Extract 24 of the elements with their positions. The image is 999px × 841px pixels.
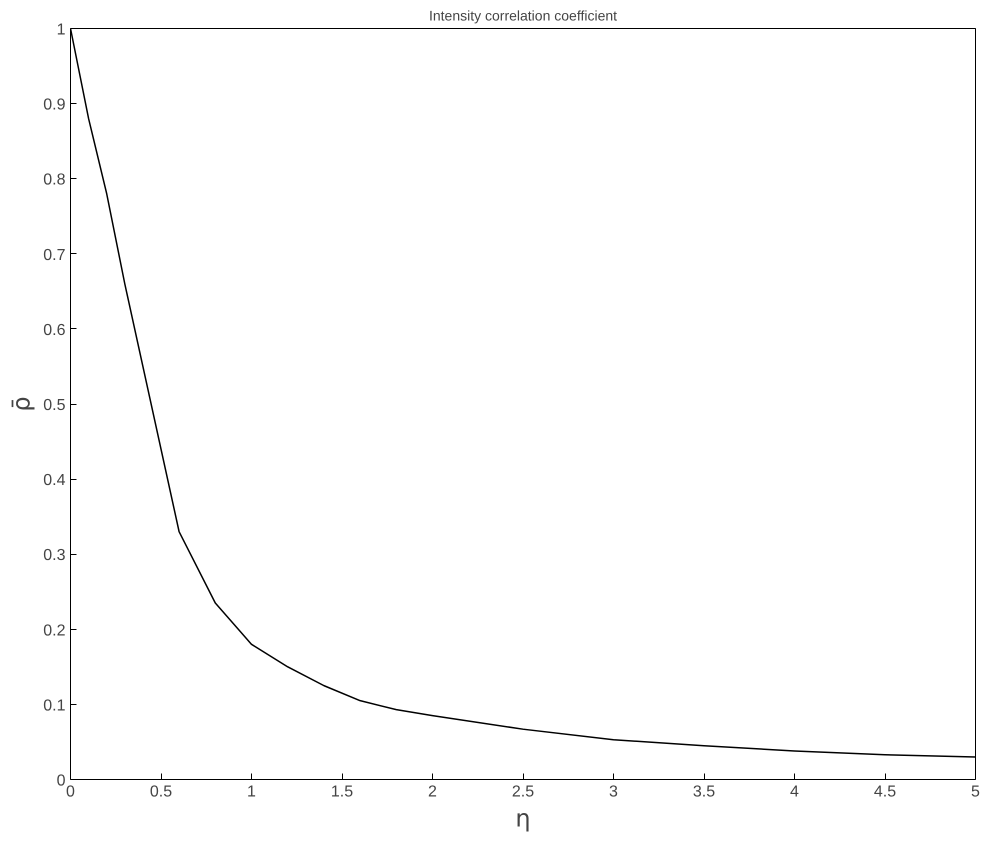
- y-tick-label: 0.7: [43, 246, 66, 264]
- chart-title: Intensity correlation coefficient: [428, 8, 618, 24]
- x-tick-label: 3.5: [692, 784, 716, 800]
- y-tick-label: 0.6: [43, 322, 66, 339]
- x-tick-label: 2.5: [512, 784, 534, 800]
- x-tick-label: 3: [609, 784, 618, 800]
- x-tick-label: 2: [428, 784, 438, 800]
- x-tick-label: 4.5: [874, 784, 896, 800]
- x-tick-label: 0.5: [150, 784, 172, 800]
- y-tick-label: 0.9: [43, 96, 66, 114]
- y-tick-label: 0: [56, 772, 66, 790]
- x-tick-label: 5: [971, 784, 980, 800]
- y-tick-label: 0.5: [43, 397, 66, 414]
- x-tick-label: 1.5: [330, 784, 354, 800]
- x-tick-label: 1: [247, 784, 256, 800]
- y-axis-title: ρ̄: [7, 396, 36, 412]
- y-tick-label: 0.8: [43, 172, 66, 189]
- x-tick-label: 4: [790, 784, 800, 800]
- x-axis-title: η: [515, 804, 531, 832]
- y-tick-label: 1: [56, 22, 66, 38]
- y-tick-label: 0.3: [43, 547, 66, 564]
- y-tick-label: 0.1: [43, 697, 66, 714]
- y-tick-label: 0.2: [43, 622, 66, 640]
- y-tick-label: 0.4: [43, 472, 66, 490]
